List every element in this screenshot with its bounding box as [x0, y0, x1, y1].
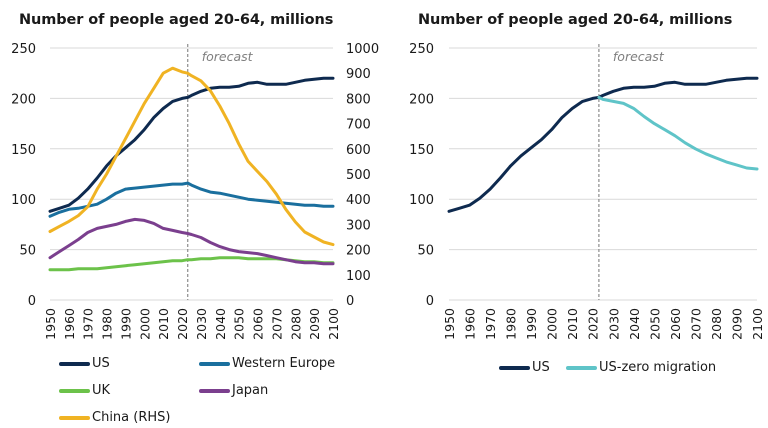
legend-swatch-china	[59, 415, 90, 420]
y2-tick-label: 400	[346, 193, 371, 208]
left-chart: 0 50 100 150 200 250 0 100 200 300 400 500 600 700 800…	[11, 42, 379, 340]
y2-tick-label: 1000	[346, 42, 379, 57]
x-tick-label: 2030	[194, 308, 209, 340]
legend-swatch-uk	[59, 388, 90, 393]
legend-swatch-us-right	[499, 365, 530, 370]
x-tick-label: 1990	[118, 308, 133, 340]
left-chart-title: Number of people aged 20-64, millions	[19, 12, 334, 28]
y-tick-label: 100	[11, 193, 36, 208]
x-tick-label: 1970	[483, 308, 498, 340]
x-tick-label: 2030	[606, 308, 621, 340]
x-tick-label: 2020	[586, 308, 601, 340]
y-tick-label: 200	[11, 92, 36, 107]
legend-item-us: US	[59, 356, 110, 371]
y-tick-label: 250	[409, 42, 434, 57]
y-tick-label: 100	[409, 193, 434, 208]
legend-swatch-western-europe	[199, 361, 230, 366]
legend-item-western-europe: Western Europe	[199, 356, 335, 371]
legend-label-us: US	[92, 356, 110, 371]
x-tick-label: 1990	[524, 308, 539, 340]
x-tick-label: 1950	[442, 308, 457, 340]
x-tick-label: 2070	[269, 308, 284, 340]
series-line-western-europe	[48, 181, 335, 218]
y2-tick-label: 0	[346, 294, 354, 309]
y2-tick-label: 700	[346, 118, 371, 133]
x-tick-label: 1970	[81, 308, 96, 340]
y2-tick-label: 600	[346, 143, 371, 158]
x-tick-label: 2080	[709, 308, 724, 340]
legend-item-china: China (RHS)	[59, 410, 170, 425]
y-tick-label: 50	[19, 244, 36, 259]
x-tick-label: 2000	[137, 308, 152, 340]
legend-label-uk: UK	[92, 383, 111, 398]
y2-tick-label: 500	[346, 168, 371, 183]
y2-tick-label: 200	[346, 244, 371, 259]
x-tick-label: 1960	[463, 308, 478, 340]
x-tick-label: 1980	[100, 308, 115, 340]
x-tick-label: 2010	[565, 308, 580, 340]
x-tick-label: 2000	[545, 308, 560, 340]
y2-tick-label: 100	[346, 269, 371, 284]
x-tick-label: 2060	[251, 308, 266, 340]
legend-label-us-right: US	[532, 360, 550, 375]
y2-tick-label: 300	[346, 218, 371, 233]
right-chart-title: Number of people aged 20-64, millions	[418, 12, 733, 28]
y2-tick-label: 800	[346, 92, 371, 107]
x-tick-label: 2050	[647, 308, 662, 340]
x-tick-label: 1960	[62, 308, 77, 340]
x-tick-label: 2090	[729, 308, 744, 340]
series-line-us-zero-migration	[597, 95, 759, 171]
forecast-annotation: forecast	[202, 49, 254, 64]
series-line-us	[48, 76, 335, 213]
legend-label-western-europe: Western Europe	[232, 356, 336, 371]
y-tick-label: 250	[11, 42, 36, 57]
legend-item-uk: UK	[59, 383, 110, 398]
x-tick-label: 2070	[688, 308, 703, 340]
x-tick-label: 1950	[43, 308, 58, 340]
x-tick-label: 2100	[326, 308, 341, 340]
legend-label-china: China (RHS)	[92, 410, 171, 425]
x-tick-label: 2080	[288, 308, 303, 340]
x-tick-label: 2100	[750, 308, 765, 340]
right-chart: 0 50 100 150 200 250 1950 1960 1970 1980 1990 2000 2…	[409, 42, 765, 340]
x-tick-label: 2060	[668, 308, 683, 340]
legend-item-japan: Japan	[199, 383, 268, 398]
y-tick-label: 0	[28, 294, 36, 309]
y-tick-label: 200	[409, 92, 434, 107]
x-tick-label: 2050	[232, 308, 247, 340]
x-tick-label: 2090	[307, 308, 322, 340]
y-tick-label: 50	[417, 244, 434, 259]
legend-item-us-right: US	[499, 360, 550, 375]
legend-swatch-us-zero-migration	[566, 365, 597, 370]
y-tick-label: 0	[426, 294, 434, 309]
x-tick-label: 2020	[175, 308, 190, 340]
legend-item-us-zero-migration: US-zero migration	[566, 360, 716, 375]
x-tick-label: 2040	[627, 308, 642, 340]
series-line-china-rhs	[48, 66, 335, 247]
forecast-annotation: forecast	[613, 49, 665, 64]
x-tick-label: 2040	[213, 308, 228, 340]
y2-tick-label: 900	[346, 67, 371, 82]
legend-label-japan: Japan	[232, 383, 269, 398]
y-tick-label: 150	[11, 143, 36, 158]
x-tick-label: 2010	[156, 308, 171, 340]
legend-label-us-zero-migration: US-zero migration	[599, 360, 717, 375]
legend-swatch-japan	[199, 388, 230, 393]
x-tick-label: 1980	[504, 308, 519, 340]
series-line-japan	[48, 217, 335, 266]
legend-swatch-us	[59, 361, 90, 366]
y-tick-label: 150	[409, 143, 434, 158]
series-line-us	[447, 76, 759, 213]
